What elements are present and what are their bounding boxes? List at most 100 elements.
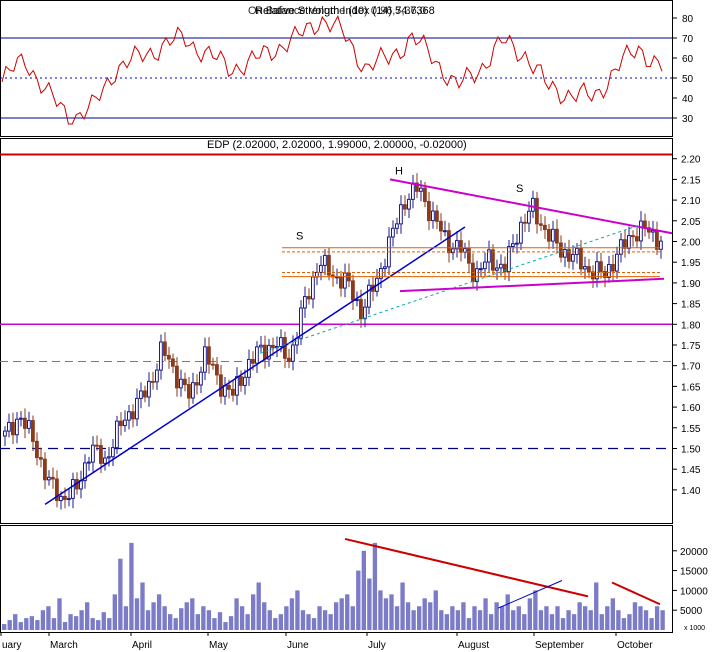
- candle-body: [115, 420, 119, 449]
- candle-body: [95, 444, 99, 447]
- volume-bar: [35, 620, 40, 630]
- candle-body: [383, 266, 387, 270]
- candle-body: [251, 358, 255, 364]
- pattern-label-h: H: [395, 165, 403, 177]
- month-label: April: [132, 640, 152, 651]
- volume-bar: [372, 542, 378, 630]
- candle-body: [627, 235, 631, 249]
- candle-body: [303, 296, 307, 309]
- candle-body: [443, 230, 447, 233]
- volume-bar: [223, 622, 228, 630]
- price-tick-label: 1.80: [681, 320, 701, 331]
- candle-body: [191, 382, 195, 399]
- rsi-frame: [0, 0, 673, 137]
- volume-bar: [217, 612, 223, 630]
- volume-bar: [334, 602, 339, 630]
- volume-bar: [583, 606, 588, 630]
- rsi-line: [1, 15, 663, 125]
- candle-body: [487, 249, 491, 263]
- volume-bar: [306, 614, 311, 630]
- volume-bar: [90, 618, 95, 630]
- volume-bar: [107, 618, 112, 630]
- candle-body: [659, 240, 663, 250]
- candle-body: [559, 242, 563, 258]
- candle-body: [391, 227, 395, 238]
- candle-body: [215, 364, 219, 376]
- volume-bar: [339, 598, 344, 630]
- volume-bar: [638, 606, 643, 630]
- price-tick-label: 1.60: [681, 403, 701, 414]
- candle-body: [299, 307, 303, 339]
- volume-downtrend-red: [344, 537, 589, 598]
- candle-body: [307, 296, 311, 300]
- volume-bar: [389, 594, 394, 630]
- candle-body: [543, 224, 547, 230]
- candle-body: [3, 430, 7, 437]
- candle-body: [615, 253, 619, 272]
- volume-bar: [383, 598, 389, 630]
- volume-bar: [566, 610, 571, 630]
- volume-bar: [632, 602, 638, 630]
- volume-bar: [538, 610, 544, 630]
- volume-bar: [289, 598, 295, 630]
- volume-bar: [400, 582, 405, 630]
- candle-body: [103, 457, 107, 464]
- volume-bar: [278, 614, 283, 630]
- volume-bar: [96, 620, 101, 630]
- volume-tick-label: 10000: [680, 586, 708, 597]
- rsi-tick-label: 60: [682, 54, 694, 65]
- candle-body: [51, 476, 55, 480]
- volume-bar: [549, 614, 555, 630]
- volume-bar: [328, 614, 333, 630]
- candle-body: [71, 479, 75, 499]
- candle-body: [207, 346, 211, 365]
- candle-body: [235, 376, 239, 396]
- candle-body: [63, 495, 67, 501]
- volume-bar: [345, 594, 350, 630]
- candle-body: [547, 228, 551, 242]
- volume-bar: [151, 602, 156, 630]
- candle-body: [111, 447, 115, 458]
- candle-body: [587, 266, 591, 273]
- price-frame: [0, 138, 673, 524]
- pattern-label-s: S: [296, 230, 303, 242]
- candle-body: [143, 390, 147, 398]
- volume-bar: [500, 606, 505, 630]
- candle-body: [19, 417, 23, 420]
- candle-body: [583, 266, 587, 270]
- candle-body: [15, 418, 19, 436]
- candle-body: [439, 220, 443, 232]
- candle-body: [603, 270, 607, 278]
- volume-bar: [660, 610, 665, 630]
- month-label: uary: [2, 640, 21, 651]
- volume-bar: [311, 618, 317, 630]
- volume-bar: [101, 612, 106, 630]
- triangle-lower-line: [399, 277, 665, 293]
- candle-body: [619, 239, 623, 255]
- candle-body: [203, 346, 207, 373]
- rsi-tick-label: 40: [682, 94, 694, 105]
- candle-body: [271, 344, 275, 349]
- volume-bar: [46, 606, 51, 630]
- volume-bar: [461, 602, 466, 630]
- candle-body: [431, 210, 435, 222]
- candle-body: [427, 201, 431, 222]
- candle-body: [459, 240, 463, 253]
- volume-bar: [79, 610, 84, 630]
- volume-bar: [156, 594, 162, 630]
- volume-bar: [522, 614, 527, 630]
- volume-bar: [245, 614, 250, 630]
- candle-body: [639, 220, 643, 242]
- volume-bar: [605, 606, 610, 630]
- candle-body: [163, 341, 167, 356]
- candle-body: [259, 344, 263, 348]
- volume-bar: [267, 610, 272, 630]
- candle-body: [403, 204, 407, 210]
- candle-body: [567, 249, 571, 262]
- price-tick-label: 2.00: [681, 237, 701, 248]
- rsi-tick-label: 30: [682, 114, 694, 125]
- candle-body: [227, 384, 231, 390]
- candle-body: [451, 248, 455, 254]
- candle-body: [579, 247, 583, 270]
- volume-bar: [571, 614, 577, 630]
